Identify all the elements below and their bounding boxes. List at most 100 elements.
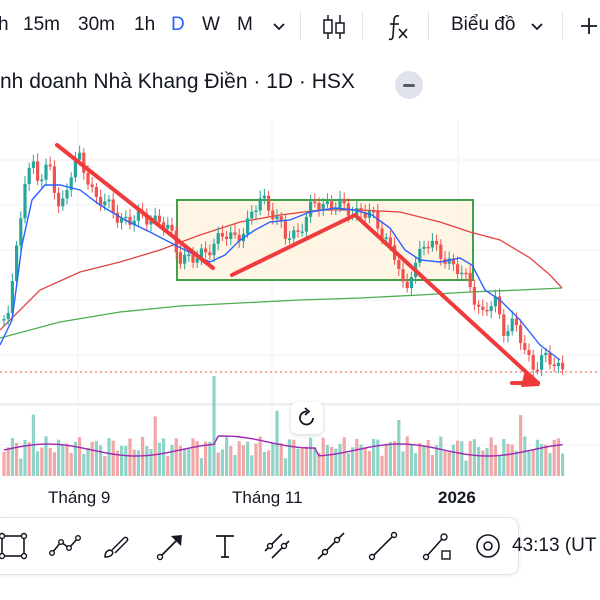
volume-bar — [149, 449, 153, 476]
volume-bar — [258, 436, 262, 476]
volume-bar — [279, 443, 283, 476]
volume-bar — [90, 441, 94, 476]
volume-bar — [393, 441, 397, 476]
candle-body — [128, 216, 132, 225]
timeframe-1h[interactable]: 1h — [134, 14, 156, 35]
candle-body — [397, 259, 401, 270]
volume-bar — [548, 453, 552, 476]
chart-type-label[interactable]: Biểu đồ — [451, 14, 516, 35]
arrow-icon[interactable] — [154, 529, 188, 563]
candle-body — [422, 246, 426, 249]
volume-bar — [183, 449, 187, 476]
rectangle-icon[interactable] — [0, 529, 30, 563]
volume-bar — [468, 440, 472, 476]
timeframe-w[interactable]: W — [202, 14, 220, 35]
volume-bar — [401, 451, 405, 476]
timeframe-d[interactable]: D — [171, 14, 185, 35]
reset-chart-button[interactable] — [291, 402, 323, 434]
candle-body — [477, 304, 481, 307]
volume-bar — [531, 449, 535, 476]
timeframe-m[interactable]: M — [237, 14, 253, 35]
x-axis-label: 2026 — [438, 488, 476, 507]
line-node-icon[interactable] — [420, 529, 454, 563]
volume-bar — [23, 439, 27, 476]
candle-body — [309, 201, 313, 217]
ray-icon[interactable] — [366, 529, 400, 563]
volume-bar — [170, 444, 174, 476]
timeframe-h[interactable]: h — [0, 14, 9, 35]
candle-body — [183, 254, 187, 264]
candle-body — [246, 218, 250, 234]
candle-body — [254, 210, 258, 213]
volume-bar — [145, 445, 149, 476]
volume-bar — [208, 441, 212, 476]
visibility-icon[interactable] — [473, 529, 507, 563]
volume-bar — [187, 449, 191, 476]
candle-body — [489, 306, 493, 312]
volume-bar — [107, 438, 111, 476]
volume-bar — [216, 452, 220, 476]
volume-bar — [498, 455, 502, 476]
volume-bar — [19, 458, 23, 476]
volume-bar — [561, 453, 565, 476]
volume-bar — [136, 450, 140, 476]
fx-icon[interactable] — [386, 12, 412, 42]
volume-bar — [351, 447, 355, 476]
trend-line-icon[interactable] — [314, 529, 348, 563]
timeframe-15m[interactable]: 15m — [23, 14, 60, 35]
volume-bar — [174, 438, 178, 476]
candles-icon[interactable] — [320, 12, 348, 42]
volume-bar — [225, 436, 229, 476]
volume-bar — [430, 455, 434, 476]
text-icon[interactable] — [208, 529, 242, 563]
candle-body — [493, 296, 497, 307]
volume-bar — [535, 439, 539, 476]
volume-bar — [481, 450, 485, 476]
brush-icon[interactable] — [100, 529, 134, 563]
price-chart[interactable] — [0, 110, 600, 480]
candle-body — [94, 187, 98, 197]
chevron-down-icon[interactable] — [270, 18, 288, 36]
volume-bar — [69, 453, 73, 476]
candle-body — [153, 215, 157, 221]
volume-bar — [15, 442, 19, 476]
candle-body — [157, 215, 161, 223]
volume-bar — [86, 447, 90, 476]
candle-body — [99, 196, 103, 206]
volume-bar — [120, 445, 124, 476]
volume-bar — [283, 458, 287, 476]
ma-fast-line — [0, 184, 561, 361]
path-icon[interactable] — [48, 529, 82, 563]
volume-bar — [254, 443, 258, 476]
candle-body — [233, 232, 237, 235]
volume-bar — [363, 447, 367, 476]
volume-bar — [300, 448, 304, 476]
volume-bar — [250, 455, 254, 476]
volume-bar — [212, 376, 216, 476]
candle-body — [237, 234, 241, 242]
trend-line — [353, 213, 540, 385]
volume-bar — [439, 436, 443, 476]
candle-body — [69, 177, 73, 191]
candle-body — [514, 318, 518, 326]
timeframe-30m[interactable]: 30m — [78, 14, 115, 35]
volume-bar — [204, 441, 208, 476]
volume-bar — [2, 452, 6, 476]
chevron-down-icon[interactable] — [528, 18, 546, 36]
volume-bar — [330, 446, 334, 476]
volume-bar — [325, 444, 329, 476]
volume-bar — [321, 437, 325, 476]
volume-bar — [48, 448, 52, 476]
parallel-channel-icon[interactable] — [260, 529, 294, 563]
volume-bar — [544, 444, 548, 476]
plus-icon[interactable] — [578, 15, 600, 37]
volume-bar — [162, 438, 166, 476]
volume-bar — [552, 439, 556, 476]
volume-bar — [309, 437, 313, 476]
collapse-legend-button[interactable] — [395, 71, 423, 99]
candle-body — [225, 236, 229, 240]
candle-body — [40, 179, 44, 182]
candle-body — [27, 167, 31, 184]
candle-body — [65, 190, 69, 199]
candle-body — [435, 240, 439, 245]
